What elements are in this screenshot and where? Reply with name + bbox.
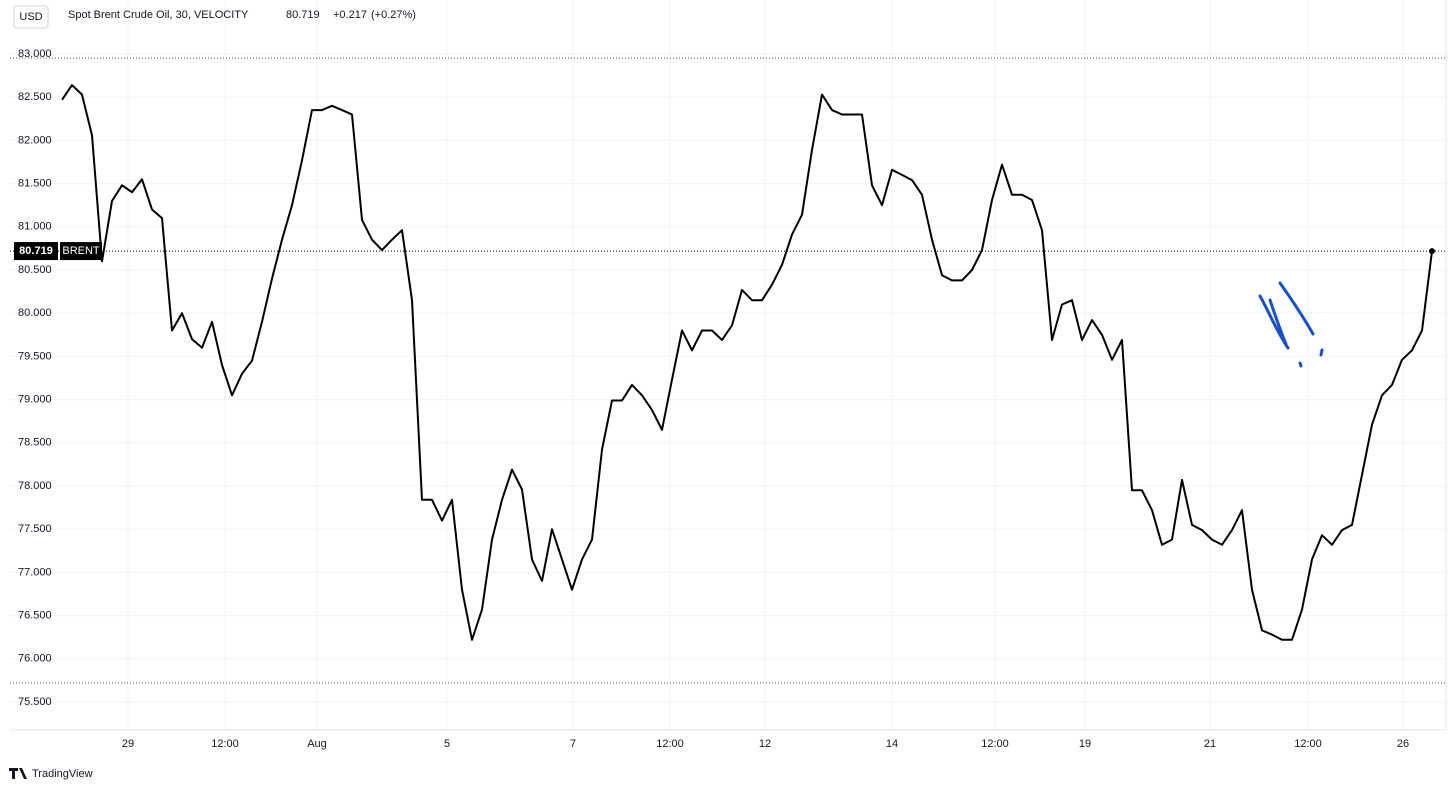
grid [10,0,1446,730]
y-tick-label: 78.500 [18,437,52,449]
y-tick-label: 77.500 [18,523,52,535]
drawing [1258,281,1324,368]
currency-box[interactable] [13,5,49,29]
price-label-name-box [60,242,102,261]
x-tick-label: 14 [886,738,898,750]
x-tick-label: Aug [307,738,327,750]
y-tick-label: 82.000 [18,134,52,146]
header-change: +0.217 [333,9,367,21]
x-tick-label: 26 [1397,738,1409,750]
y-tick-label: 78.000 [18,480,52,492]
y-tick-label: 82.500 [18,91,52,103]
y-tick-label: 76.000 [18,653,52,665]
drawing-stroke [1278,281,1315,336]
last-point [1429,248,1435,255]
price-label-name: BRENT [62,245,100,257]
header-change-percent: (+0.27%) [371,9,416,21]
y-tick-label: 77.000 [18,566,52,578]
x-tick-label: 7 [570,738,576,750]
y-tick-label: 79.000 [18,393,52,405]
y-tick-label: 75.500 [18,696,52,708]
x-tick-label: 29 [122,738,134,750]
header-price: 80.719 [286,9,320,21]
y-tick-label: 76.500 [18,610,52,622]
x-tick-label: 12 [759,738,771,750]
y-tick-label: 79.500 [18,350,52,362]
brand: TradingView [32,768,93,780]
x-tick-label: 19 [1079,738,1091,750]
y-tick-label: 80.500 [18,264,52,276]
x-tick-label: 12:00 [1294,738,1322,750]
y-tick-label: 80.000 [18,307,52,319]
footer-logo [9,768,27,779]
x-tick-label: 12:00 [656,738,684,750]
drawing-stroke [1298,361,1303,368]
price-label-box [14,242,58,261]
x-tick-label: 12:00 [211,738,239,750]
x-tick-label: 21 [1204,738,1216,750]
price-line [61,84,1433,641]
currency[interactable]: USD [19,11,42,23]
x-tick-label: 12:00 [981,738,1009,750]
drawing-stroke [1268,298,1288,346]
y-tick-label: 83.000 [18,48,52,60]
drawing-stroke [1319,348,1324,357]
symbol: Spot Brent Crude Oil, 30, VELOCITY [68,9,249,21]
y-tick-label: 81.000 [18,221,52,233]
y-tick-label: 81.500 [18,177,52,189]
x-tick-label: 5 [444,738,450,750]
price-label: 80.719 [19,245,53,257]
